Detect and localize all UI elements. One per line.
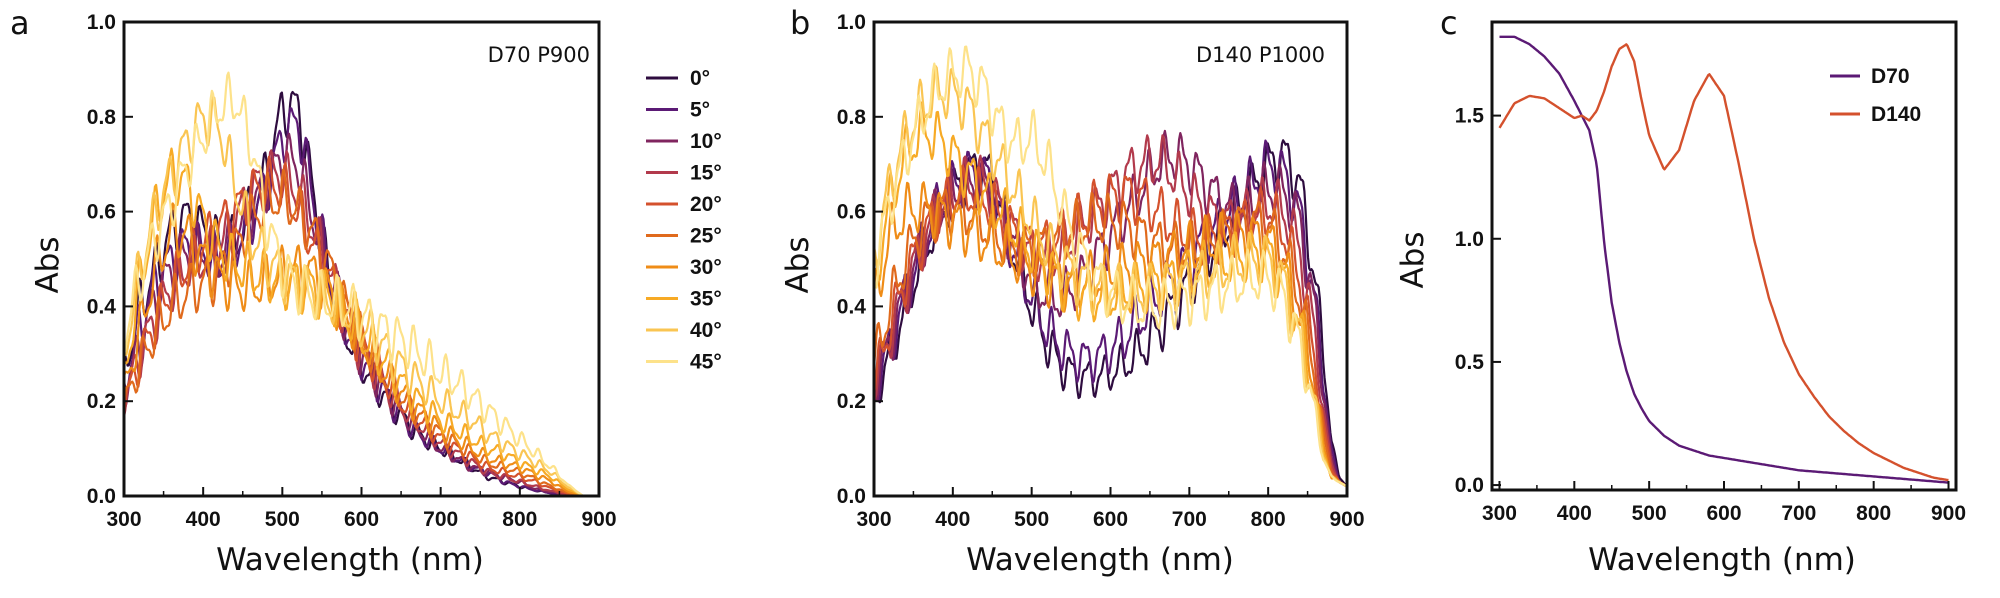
x-tick-label: 600 [344,508,379,531]
panel-b-lines [872,45,1348,488]
panel-letter-c: c [1440,4,1458,42]
x-tick-label: 500 [1014,508,1049,531]
y-tick-label: 0.8 [837,106,867,129]
series-line-D140 [1498,43,1949,482]
x-tick-label: 900 [1931,502,1966,525]
y-tick-label: 1.0 [837,11,866,34]
legend-label: 0° [690,67,710,90]
panel-b-xticks: 300 400 500 600 700 800 900 [856,487,1365,531]
y-tick-label: 0.8 [87,106,117,129]
legend-label: 5° [690,99,710,122]
legend-label: 45° [690,351,722,374]
y-tick-label: 0.4 [87,295,117,318]
y-tick-label: 0.6 [87,201,116,224]
x-tick-label: 400 [935,508,970,531]
y-tick-label: 0.2 [87,390,116,413]
x-tick-label: 800 [502,508,537,531]
y-tick-label: 1.0 [1455,228,1484,251]
series-line-30° [872,181,1348,488]
panel-c-ylabel: Abs [1395,231,1431,288]
x-tick-label: 600 [1706,502,1741,525]
panel-b-yticks: 0.0 0.2 0.4 0.6 0.8 1.0 [837,11,883,508]
y-tick-label: 0.0 [1455,474,1484,497]
series-line-40° [122,95,583,497]
y-tick-label: 0.0 [837,485,866,508]
panel-b-ylabel: Abs [780,236,816,293]
y-tick-label: 0.5 [1455,351,1485,374]
legend-label: D70 [1871,65,1910,88]
y-tick-label: 0.2 [837,390,866,413]
series-line-5° [873,139,1348,488]
panel-c: c 300 400 500 600 700 800 900 0.0 0.5 1.0 1.5 Wav… [1395,4,1966,578]
panel-letter-a: a [10,4,30,42]
x-tick-label: 800 [1251,508,1286,531]
panel-c-xticks: 300 400 500 600 700 800 900 [1482,481,1966,525]
y-tick-label: 1.0 [87,11,116,34]
y-tick-label: 0.0 [87,485,116,508]
series-line-35° [123,147,583,497]
x-tick-label: 900 [581,508,616,531]
series-line-10° [872,129,1348,488]
panel-b: b 300 400 500 600 700 800 900 0.0 0.2 0.4 0.6 0.8 1… [780,4,1365,578]
panel-b-annotation: D140 P1000 [1196,43,1325,67]
x-tick-label: 300 [1482,502,1517,525]
legend-label: 40° [690,319,722,342]
x-tick-label: 700 [1172,508,1207,531]
panel-a-annotation: D70 P900 [488,43,590,67]
panel-a-xticks: 300 400 500 600 700 800 900 [106,487,617,531]
panel-c-lines [1498,35,1949,484]
panel-c-legend: D70 D140 [1830,65,1921,126]
y-tick-label: 1.5 [1455,105,1485,128]
legend-label: 30° [690,256,722,279]
series-line-45° [123,71,584,497]
legend-label: 20° [690,193,722,216]
legend-label: 10° [690,130,722,153]
panel-c-yticks: 0.0 0.5 1.0 1.5 [1455,105,1501,497]
panel-b-xlabel: Wavelength (nm) [966,542,1234,578]
panel-a-xlabel: Wavelength (nm) [216,542,484,578]
x-tick-label: 700 [1781,502,1816,525]
series-line-30° [122,202,583,497]
legend-label: D140 [1871,103,1921,126]
legend-label: 25° [690,225,722,248]
x-tick-label: 300 [856,508,891,531]
x-tick-label: 400 [186,508,221,531]
panel-a-ylabel: Abs [30,236,66,293]
panel-a-yticks: 0.0 0.2 0.4 0.6 0.8 1.0 [87,11,133,508]
x-tick-label: 500 [265,508,300,531]
series-line-35° [872,101,1348,488]
panel-a: a 300 400 500 600 700 800 900 0.0 0.2 0.4 0.6 0.8 1… [10,4,722,578]
legend-label: 35° [690,288,722,311]
x-tick-label: 700 [423,508,458,531]
series-line-45° [872,45,1348,488]
panel-c-xlabel: Wavelength (nm) [1588,542,1856,578]
legend-label: 15° [690,162,722,185]
panel-a-lines [122,71,584,498]
y-tick-label: 0.6 [837,201,866,224]
x-tick-label: 300 [106,508,141,531]
x-tick-label: 800 [1856,502,1891,525]
panel-c-frame [1490,20,1958,492]
series-line-D70 [1499,35,1949,484]
x-tick-label: 500 [1632,502,1667,525]
y-tick-label: 0.4 [837,295,867,318]
panel-a-legend: 0° 5° 10° 15° 20° 25° 30° 35° 40° 45° [646,67,722,374]
x-tick-label: 900 [1329,508,1364,531]
x-tick-label: 600 [1093,508,1128,531]
x-tick-label: 400 [1557,502,1592,525]
panel-letter-b: b [790,4,810,42]
